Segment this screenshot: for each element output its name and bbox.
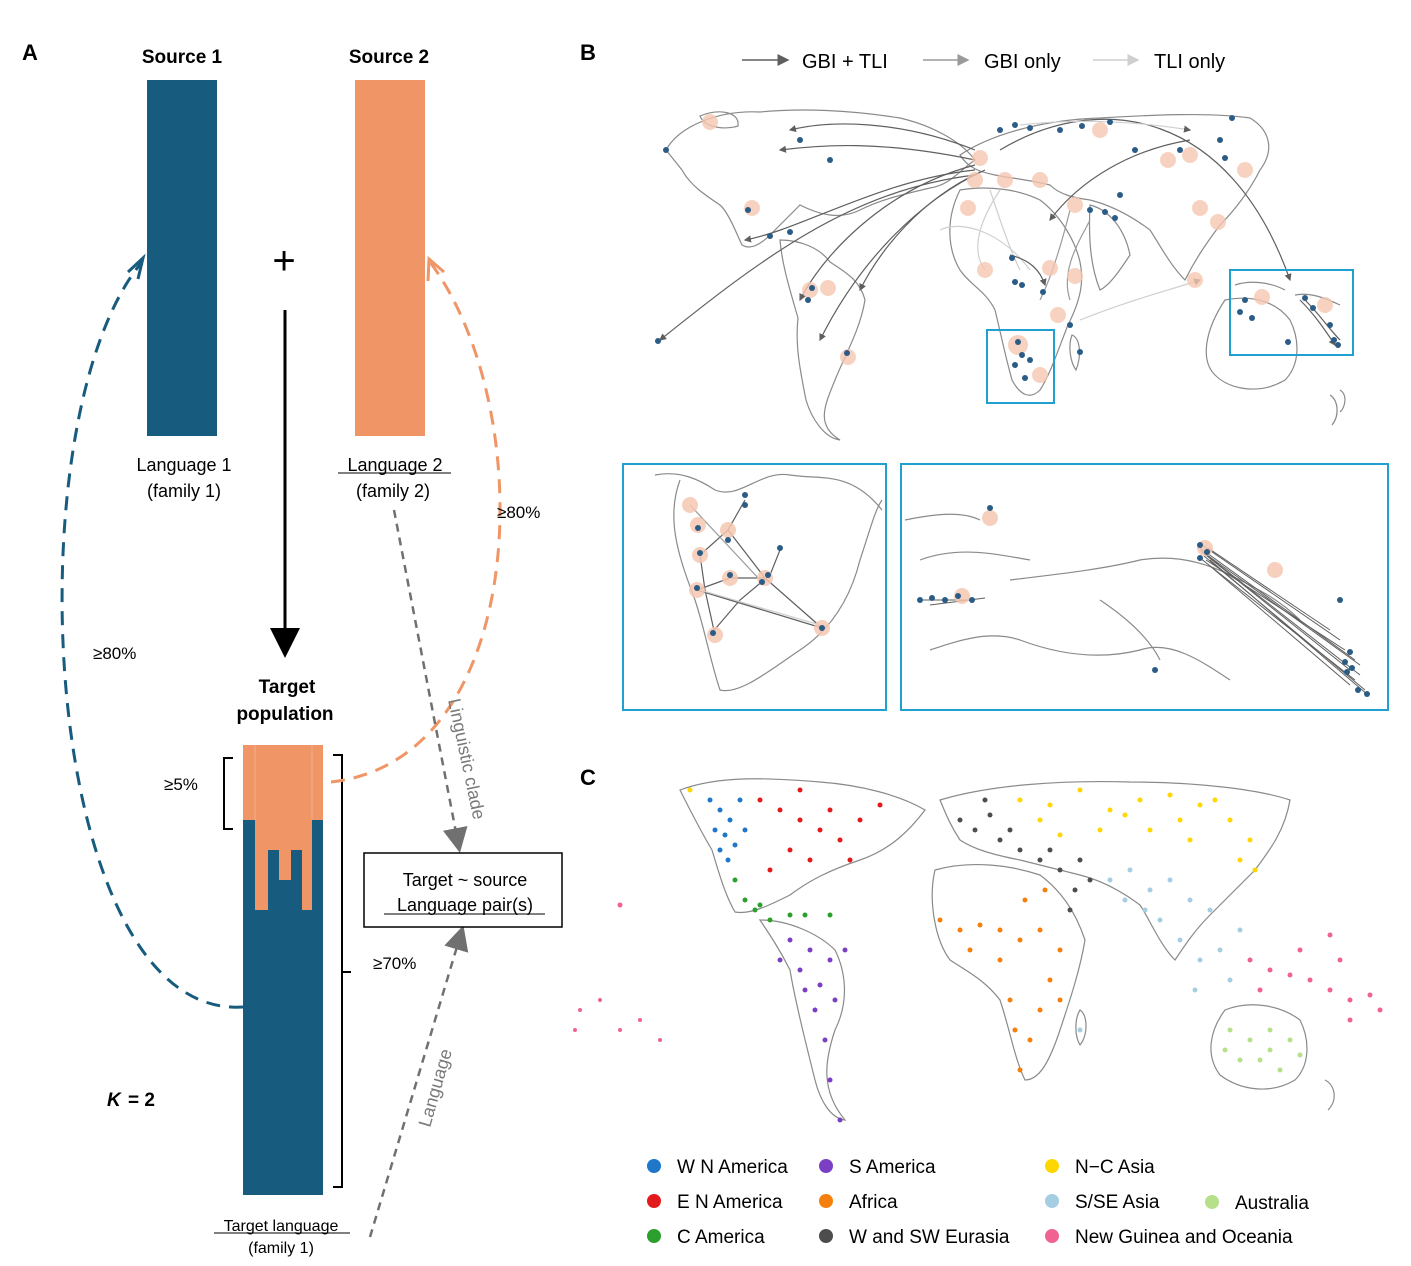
target-family: (family 1)	[248, 1240, 314, 1257]
legend-dot-africa	[819, 1194, 833, 1208]
source2-family: (family 2)	[356, 481, 430, 501]
source1-family: (family 1)	[147, 481, 221, 501]
panel-b-legend: GBI + TLI GBI only TLI only	[742, 51, 1225, 73]
legend-label-gbi-only: GBI only	[984, 51, 1061, 73]
result-box-line1: Target ~ source	[403, 870, 528, 890]
legend-label-c-america: C America	[677, 1227, 765, 1248]
result-box	[363, 852, 563, 928]
k-value: = 2	[128, 1090, 155, 1111]
legend-label-new-guinea-oceania: New Guinea and Oceania	[1075, 1227, 1293, 1248]
inset-marker-oceania	[1229, 269, 1354, 356]
source1-title: Source 1	[142, 47, 223, 68]
panel-c: C W N America E N Amer	[573, 765, 1383, 1248]
min-source2-bracket	[223, 757, 233, 830]
legend-label-w-sw-eurasia: W and SW Eurasia	[849, 1227, 1010, 1248]
legend-dot-s-se-asia	[1045, 1194, 1059, 1208]
inset-marker-africa	[986, 329, 1055, 404]
legend-dot-s-america	[819, 1159, 833, 1173]
legend-label-s-america: S America	[849, 1157, 936, 1178]
panel-c-region-points	[573, 787, 1383, 1123]
panel-c-legend: W N America E N America C America S Amer…	[647, 1157, 1309, 1248]
inset-southern-africa	[622, 463, 887, 711]
source1-language: Language 1	[136, 455, 231, 475]
legend-dot-w-n-america	[647, 1159, 661, 1173]
language-arrow	[368, 925, 469, 1238]
source2-match-arc	[330, 261, 502, 784]
legend-label-s-se-asia: S/SE Asia	[1075, 1192, 1160, 1213]
panel-b-letter: B	[580, 40, 596, 65]
panel-a: A Source 1 Language 1 (family 1) Source …	[22, 40, 563, 1257]
legend-label-e-n-america: E N America	[677, 1192, 783, 1213]
legend-dot-w-sw-eurasia	[819, 1229, 833, 1243]
panel-a-letter: A	[22, 40, 38, 65]
source1-threshold: ≥80%	[93, 644, 136, 663]
panel-b-world-map	[665, 109, 1346, 441]
main-source-bracket	[333, 754, 343, 1188]
legend-label-n-c-asia: N−C Asia	[1075, 1157, 1155, 1178]
target-population-bar	[243, 745, 323, 1195]
linguistic-clade-arrow	[392, 509, 468, 853]
legend-label-africa: Africa	[849, 1192, 898, 1213]
legend-dot-new-guinea-oceania	[1045, 1229, 1059, 1243]
legend-dot-c-america	[647, 1229, 661, 1243]
target-title-line1: Target	[259, 677, 316, 698]
panel-c-letter: C	[580, 765, 596, 790]
result-box-line2: Language pair(s)	[397, 895, 533, 915]
source1-bar	[147, 80, 217, 436]
inset-oceania	[900, 463, 1389, 711]
source2-title: Source 2	[349, 47, 429, 68]
plus-sign: +	[272, 239, 295, 283]
source2-language: Language 2	[347, 455, 442, 475]
legend-dot-australia	[1205, 1195, 1219, 1209]
target-title-line2: population	[236, 704, 333, 725]
panel-b: B GBI + TLI GBI only TLI only	[580, 40, 1389, 711]
legend-label-australia: Australia	[1235, 1193, 1309, 1214]
legend-label-gbi-tli: GBI + TLI	[802, 51, 888, 73]
main-source-threshold: ≥70%	[373, 954, 416, 973]
panel-c-world-map	[679, 778, 1335, 1121]
source2-bar	[355, 80, 425, 436]
legend-dot-e-n-america	[647, 1194, 661, 1208]
legend-label-w-n-america: W N America	[677, 1157, 788, 1178]
source2-threshold: ≥80%	[497, 503, 540, 522]
language-label: Language	[415, 1047, 456, 1130]
k-symbol: K	[107, 1090, 122, 1111]
panel-b-sites	[655, 114, 1341, 383]
legend-label-tli-only: TLI only	[1154, 51, 1225, 73]
legend-dot-n-c-asia	[1045, 1159, 1059, 1173]
min-source2-threshold: ≥5%	[164, 775, 198, 794]
target-language: Target language	[224, 1218, 339, 1235]
